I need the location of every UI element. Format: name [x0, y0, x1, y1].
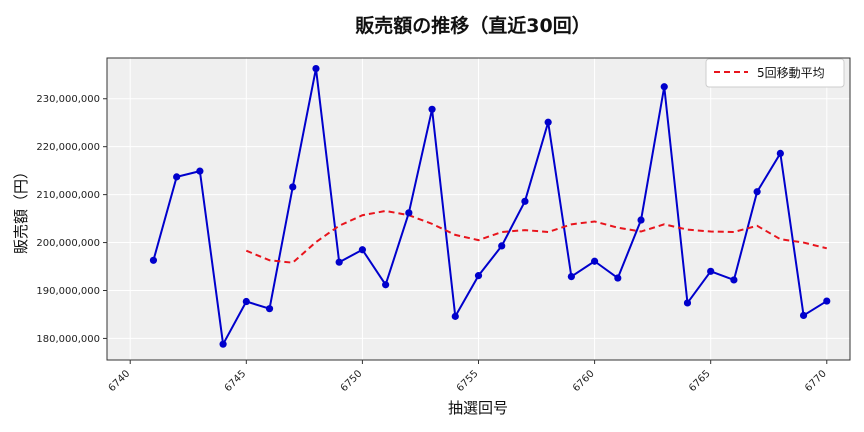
series-line-moving-average: [245, 209, 828, 264]
data-point-sales: [242, 297, 250, 306]
x-tick-label: 6750: [339, 368, 365, 394]
x-tick-label: 6745: [223, 368, 249, 394]
data-point-sales: [776, 149, 784, 157]
data-point-sales: [544, 118, 552, 126]
data-point-sales: [683, 299, 692, 307]
series-layer: [149, 64, 831, 348]
legend: 5回移動平均: [705, 58, 845, 88]
grid-lines: [107, 58, 850, 360]
data-point-sales: [265, 305, 274, 313]
y-tick-label: 220,000,000: [36, 142, 100, 153]
data-point-sales: [428, 105, 436, 113]
data-point-sales: [196, 167, 204, 175]
chart-title: 販売額の推移（直近30回）: [355, 14, 590, 37]
data-point-sales: [498, 242, 506, 250]
y-tick-label: 200,000,000: [36, 238, 100, 249]
data-point-sales: [590, 257, 599, 265]
x-tick-label: 6765: [687, 368, 713, 394]
x-tick-label: 6740: [107, 368, 133, 394]
data-point-sales: [637, 216, 645, 224]
data-point-sales: [799, 311, 808, 320]
data-point-sales: [614, 274, 622, 282]
data-point-sales: [149, 256, 158, 264]
data-point-sales: [730, 276, 738, 284]
y-tick-label: 210,000,000: [36, 190, 100, 201]
data-point-sales: [219, 340, 227, 348]
y-tick-label: 230,000,000: [36, 94, 100, 105]
data-point-sales: [567, 272, 575, 281]
data-point-sales: [753, 188, 761, 196]
data-point-sales: [660, 83, 668, 91]
series-line-sales: [152, 67, 828, 346]
y-tick-label: 180,000,000: [36, 334, 100, 345]
legend-box: [705, 58, 845, 88]
x-tick-label: 6760: [571, 368, 597, 394]
data-point-sales: [823, 297, 831, 305]
x-tick-label: 6770: [803, 368, 829, 394]
data-point-sales: [335, 258, 343, 266]
data-point-sales: [451, 312, 459, 320]
data-point-sales: [474, 272, 483, 280]
y-tick-label: 190,000,000: [36, 286, 100, 297]
data-point-sales: [173, 173, 181, 181]
y-axis-label: 販売額（円）: [12, 164, 30, 254]
data-point-sales: [289, 183, 297, 191]
legend-label-moving-average: 5回移動平均: [757, 66, 825, 80]
data-point-sales: [521, 197, 529, 205]
x-axis-label: 抽選回号: [448, 399, 508, 417]
data-point-sales: [382, 281, 390, 289]
data-point-sales: [707, 267, 715, 275]
data-point-sales: [312, 64, 320, 73]
x-tick-label: 6755: [455, 368, 481, 394]
data-point-sales: [358, 246, 367, 254]
data-point-sales: [405, 209, 413, 217]
